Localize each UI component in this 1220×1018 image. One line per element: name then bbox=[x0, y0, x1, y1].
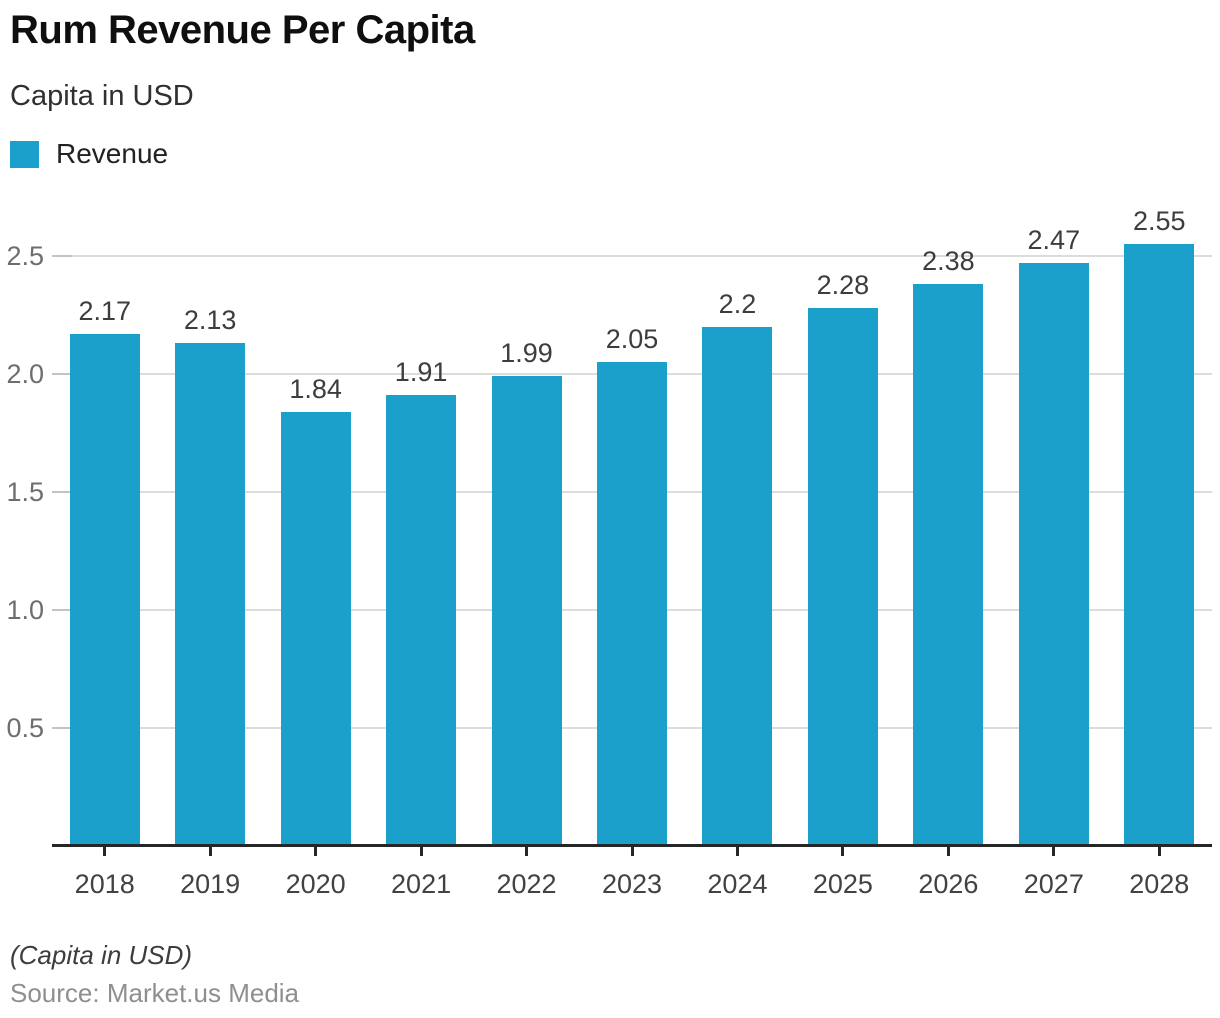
x-axis-label-2023: 2023 bbox=[601, 869, 663, 899]
y-tick-2.5 bbox=[52, 254, 72, 257]
plot-area: 2.17 2.13 1.84 1.91 1.99 2.05 2.2 2.28 2.38 2.47 2… bbox=[52, 206, 1212, 846]
bar-2027[interactable] bbox=[1018, 263, 1089, 846]
chart-subtitle: Capita in USD bbox=[10, 80, 194, 112]
x-tick-2025 bbox=[841, 847, 845, 856]
y-axis-label-2.0: 2.0 bbox=[6, 358, 44, 389]
bar-value-2027: 2.47 bbox=[1027, 225, 1081, 256]
x-axis-label-2028: 2028 bbox=[1129, 869, 1190, 899]
x-tick-2023 bbox=[630, 847, 634, 856]
bar-value-2021: 1.91 bbox=[394, 357, 448, 388]
gridline-2.5 bbox=[52, 254, 1212, 257]
x-axis-label-2022: 2022 bbox=[496, 869, 557, 899]
x-tick-2027 bbox=[1052, 847, 1056, 856]
y-tick-1.0 bbox=[52, 608, 72, 611]
chart-title: Rum Revenue Per Capita bbox=[10, 8, 475, 52]
x-tick-2020 bbox=[314, 847, 318, 856]
x-tick-2028 bbox=[1157, 847, 1161, 856]
bar-value-2022: 1.99 bbox=[500, 338, 553, 369]
bar-2026[interactable] bbox=[913, 284, 984, 846]
x-axis-label-2024: 2024 bbox=[707, 869, 768, 899]
bar-value-2024: 2.2 bbox=[718, 288, 757, 319]
footer-note: (Capita in USD) bbox=[10, 940, 193, 970]
bar-value-2019: 2.13 bbox=[183, 305, 237, 336]
y-axis-label-1.0: 1.0 bbox=[6, 594, 44, 625]
x-axis-line bbox=[52, 844, 1212, 847]
bar-value-2020: 1.84 bbox=[289, 373, 342, 404]
y-axis-label-2.5: 2.5 bbox=[6, 240, 44, 271]
bar-2022[interactable] bbox=[491, 376, 562, 846]
x-axis-label-2020: 2020 bbox=[285, 869, 346, 899]
x-tick-2024 bbox=[735, 847, 739, 856]
x-axis-label-2026: 2026 bbox=[918, 869, 979, 899]
x-axis-label-2018: 2018 bbox=[74, 869, 135, 899]
y-tick-1.5 bbox=[52, 490, 72, 493]
x-tick-2022 bbox=[525, 847, 529, 856]
x-tick-2021 bbox=[419, 847, 423, 856]
x-axis-label-2019: 2019 bbox=[180, 869, 241, 899]
x-axis-label-2021: 2021 bbox=[391, 869, 452, 899]
bar-2018[interactable] bbox=[69, 333, 140, 846]
bar-2025[interactable] bbox=[807, 307, 878, 846]
legend-swatch-icon bbox=[10, 140, 39, 168]
bar-2028[interactable] bbox=[1124, 244, 1195, 846]
x-tick-2018 bbox=[103, 847, 107, 856]
bar-2023[interactable] bbox=[597, 362, 667, 846]
x-axis-label-2025: 2025 bbox=[812, 869, 873, 899]
bar-value-2028: 2.55 bbox=[1132, 206, 1186, 237]
bar-2021[interactable] bbox=[386, 395, 457, 846]
bar-2024[interactable] bbox=[702, 326, 773, 846]
bar-value-2025: 2.28 bbox=[816, 269, 870, 300]
footer-source: Source: Market.us Media bbox=[10, 978, 300, 1008]
legend-label: Revenue bbox=[56, 138, 169, 169]
legend: Revenue bbox=[10, 138, 168, 170]
bar-value-2023: 2.05 bbox=[605, 324, 659, 355]
bar-2019[interactable] bbox=[175, 343, 246, 846]
x-tick-2019 bbox=[208, 847, 212, 856]
bar-2020[interactable] bbox=[280, 411, 351, 846]
bar-value-2018: 2.17 bbox=[78, 295, 132, 326]
bar-value-2026: 2.38 bbox=[922, 246, 975, 277]
legend-item-revenue[interactable]: Revenue bbox=[10, 138, 168, 170]
x-axis-label-2027: 2027 bbox=[1023, 869, 1084, 899]
y-axis-label-0.5: 0.5 bbox=[6, 712, 44, 743]
y-tick-2.0 bbox=[52, 372, 72, 375]
y-tick-0.5 bbox=[52, 726, 72, 729]
x-tick-2026 bbox=[946, 847, 950, 856]
y-axis-label-1.5: 1.5 bbox=[6, 476, 44, 507]
